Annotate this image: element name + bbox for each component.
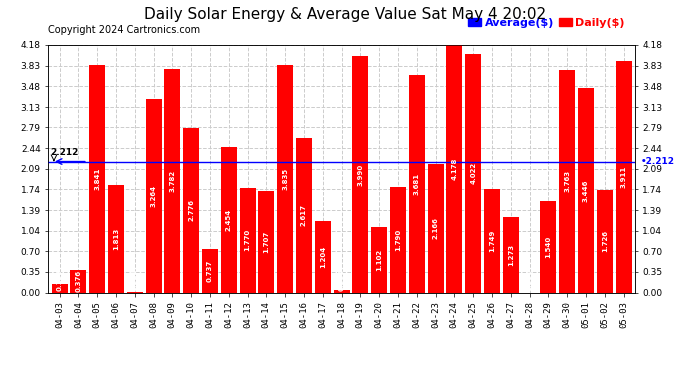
Bar bbox=[446, 45, 462, 292]
Bar bbox=[408, 75, 425, 292]
Text: 1.770: 1.770 bbox=[244, 229, 250, 251]
Text: 3.911: 3.911 bbox=[620, 166, 627, 188]
Bar bbox=[221, 147, 237, 292]
Text: 2.166: 2.166 bbox=[433, 217, 439, 239]
Bar bbox=[239, 188, 255, 292]
Bar bbox=[615, 61, 631, 292]
Text: 0.000: 0.000 bbox=[526, 269, 533, 291]
Bar bbox=[296, 138, 312, 292]
Bar bbox=[390, 186, 406, 292]
Bar bbox=[52, 284, 68, 292]
Bar bbox=[559, 70, 575, 292]
Text: 1.707: 1.707 bbox=[264, 231, 269, 253]
Bar bbox=[108, 185, 124, 292]
Text: 1.102: 1.102 bbox=[376, 249, 382, 271]
Text: 3.990: 3.990 bbox=[357, 163, 364, 186]
Text: 1.204: 1.204 bbox=[319, 246, 326, 268]
Bar bbox=[164, 69, 180, 292]
Text: Daily Solar Energy & Average Value Sat May 4 20:02: Daily Solar Energy & Average Value Sat M… bbox=[144, 8, 546, 22]
Text: 2.617: 2.617 bbox=[301, 204, 307, 226]
Text: 1.813: 1.813 bbox=[113, 228, 119, 250]
Bar bbox=[70, 270, 86, 292]
Text: 2.454: 2.454 bbox=[226, 209, 232, 231]
Text: 3.264: 3.264 bbox=[150, 185, 157, 207]
Text: 0.737: 0.737 bbox=[207, 260, 213, 282]
Bar bbox=[89, 65, 105, 292]
Bar bbox=[183, 128, 199, 292]
Text: 3.681: 3.681 bbox=[414, 172, 420, 195]
Bar bbox=[146, 99, 161, 292]
Text: 4.022: 4.022 bbox=[470, 162, 476, 184]
Text: 2.776: 2.776 bbox=[188, 200, 194, 221]
Bar bbox=[503, 217, 519, 292]
Bar bbox=[484, 189, 500, 292]
Bar bbox=[315, 221, 331, 292]
Text: 4.178: 4.178 bbox=[451, 158, 457, 180]
Text: 1.749: 1.749 bbox=[489, 230, 495, 252]
Text: 1.540: 1.540 bbox=[545, 236, 551, 258]
Text: •2.212: •2.212 bbox=[641, 157, 675, 166]
Text: 1.273: 1.273 bbox=[508, 244, 514, 266]
Text: 1.790: 1.790 bbox=[395, 228, 401, 251]
Bar bbox=[465, 54, 481, 292]
Bar bbox=[578, 88, 594, 292]
Text: 0.046: 0.046 bbox=[339, 269, 344, 291]
Text: 3.763: 3.763 bbox=[564, 170, 570, 192]
Bar bbox=[540, 201, 556, 292]
Text: 2.212: 2.212 bbox=[50, 148, 79, 157]
Bar bbox=[428, 164, 444, 292]
Legend: Average($), Daily($): Average($), Daily($) bbox=[464, 13, 629, 32]
Text: 0.011: 0.011 bbox=[132, 269, 138, 291]
Text: 3.446: 3.446 bbox=[583, 179, 589, 202]
Bar bbox=[202, 249, 218, 292]
Bar bbox=[277, 65, 293, 292]
Bar bbox=[258, 191, 275, 292]
Bar bbox=[371, 227, 387, 292]
Text: 0.376: 0.376 bbox=[75, 270, 81, 292]
Bar bbox=[597, 190, 613, 292]
Text: 3.782: 3.782 bbox=[169, 170, 175, 192]
Text: Copyright 2024 Cartronics.com: Copyright 2024 Cartronics.com bbox=[48, 25, 200, 35]
Text: 3.841: 3.841 bbox=[94, 168, 100, 190]
Bar bbox=[333, 290, 350, 292]
Text: 0.139: 0.139 bbox=[57, 269, 63, 291]
Bar bbox=[353, 56, 368, 292]
Text: 1.726: 1.726 bbox=[602, 230, 608, 252]
Text: 3.835: 3.835 bbox=[282, 168, 288, 190]
